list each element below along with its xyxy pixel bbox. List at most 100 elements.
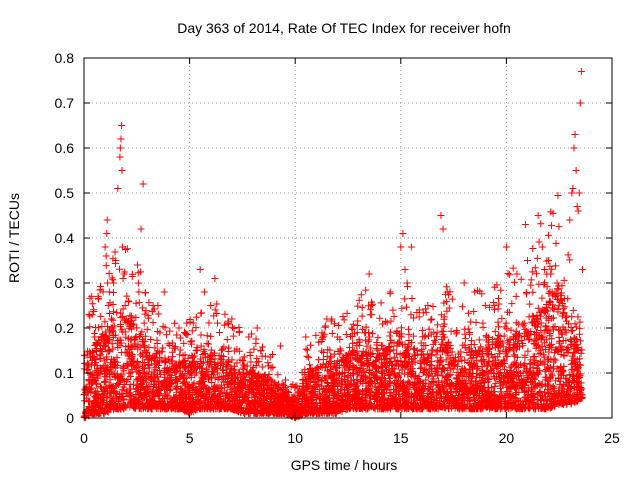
- data-point-band: [464, 325, 472, 333]
- data-point-band: [521, 360, 529, 368]
- data-point-band: [203, 332, 211, 340]
- data-point-band: [96, 370, 104, 378]
- data-point-band: [527, 281, 535, 289]
- data-point-band: [546, 262, 554, 270]
- data-point-band: [313, 364, 321, 372]
- data-point-band: [207, 332, 215, 340]
- data-point-band: [164, 340, 172, 348]
- data-point-band: [552, 377, 560, 385]
- data-point-band: [197, 309, 205, 317]
- data-point-band: [197, 331, 205, 339]
- data-point-band: [258, 363, 266, 371]
- data-point-band: [470, 387, 478, 395]
- data-point-band: [565, 320, 573, 328]
- data-point-band: [129, 380, 137, 388]
- data-point-band: [216, 329, 223, 337]
- data-point-band: [106, 310, 114, 318]
- data-point-band: [252, 339, 260, 347]
- data-point-band: [529, 245, 537, 253]
- data-point-band: [239, 364, 247, 372]
- data-point-band: [508, 378, 516, 386]
- data-point-band: [102, 262, 110, 270]
- data-point-band: [205, 319, 213, 327]
- data-point-band: [362, 286, 370, 294]
- data-point-band: [427, 362, 435, 370]
- data-point-band: [180, 339, 188, 347]
- data-point-band: [522, 393, 530, 401]
- data-point-band: [386, 332, 394, 340]
- data-point-band: [485, 303, 493, 311]
- data-point-band: [128, 368, 136, 376]
- data-point-band: [555, 333, 563, 341]
- data-point-band: [575, 380, 583, 388]
- data-point-band: [256, 391, 264, 399]
- data-point-band: [92, 323, 100, 331]
- data-point-band: [530, 402, 538, 410]
- data-point-band: [527, 276, 535, 284]
- data-point-band: [228, 356, 236, 364]
- data-point-band: [263, 394, 271, 402]
- data-point-band: [319, 333, 327, 341]
- data-point-band: [349, 320, 357, 328]
- data-point-band: [269, 363, 277, 371]
- data-point-band: [425, 325, 433, 333]
- data-point-band: [240, 353, 248, 361]
- data-point-band: [548, 370, 556, 378]
- data-point-band: [432, 348, 440, 356]
- data-point-band: [85, 310, 93, 318]
- data-point-band: [445, 304, 453, 312]
- data-point-band: [337, 358, 345, 366]
- data-point-band: [173, 331, 181, 339]
- data-point-band: [495, 300, 503, 308]
- data-point-band: [458, 357, 466, 365]
- data-point-band: [88, 300, 96, 308]
- data-point-band: [428, 358, 436, 366]
- data-point-band: [168, 339, 176, 347]
- data-point-band: [161, 324, 169, 332]
- data-point-band: [393, 350, 401, 358]
- data-point-band: [533, 254, 541, 262]
- data-point-band: [366, 393, 374, 401]
- data-point-band: [535, 350, 543, 358]
- data-point-band: [186, 315, 194, 323]
- data-point-band: [193, 369, 201, 377]
- data-point-band: [359, 379, 367, 387]
- data-point-band: [536, 388, 544, 396]
- data-point-band: [132, 313, 140, 321]
- data-point-band: [326, 369, 334, 377]
- data-point-band: [373, 353, 381, 361]
- data-point-band: [437, 358, 445, 366]
- data-point-band: [113, 309, 121, 317]
- data-point-band: [306, 374, 314, 382]
- data-point-band: [545, 390, 553, 398]
- data-point-band: [559, 337, 567, 345]
- data-point-band: [556, 326, 564, 334]
- data-point-band: [509, 344, 517, 352]
- data-point-band: [218, 356, 226, 364]
- data-point-band: [96, 283, 104, 291]
- data-point-band: [492, 379, 500, 387]
- data-point-band: [546, 363, 554, 371]
- data-point-band: [519, 320, 527, 328]
- data-point-band: [507, 326, 515, 334]
- data-point-band: [491, 374, 499, 382]
- data-point-band: [215, 383, 223, 391]
- data-point-band: [315, 356, 323, 364]
- data-point-band: [466, 351, 474, 359]
- data-point-band: [374, 346, 382, 354]
- data-point-band: [211, 374, 219, 382]
- data-point-band: [465, 309, 473, 317]
- data-point-band: [81, 397, 89, 405]
- data-point-band: [506, 364, 514, 372]
- data-point-band: [135, 299, 143, 307]
- data-point-band: [319, 385, 327, 393]
- data-point-band: [197, 342, 205, 350]
- data-point-band: [86, 312, 94, 320]
- data-point-band: [402, 303, 410, 311]
- data-point-band: [448, 295, 456, 303]
- data-point-band: [141, 310, 149, 318]
- data-point-band: [221, 310, 229, 318]
- data-point-band: [257, 346, 265, 354]
- data-point-band: [210, 383, 218, 391]
- data-point-band: [92, 348, 100, 356]
